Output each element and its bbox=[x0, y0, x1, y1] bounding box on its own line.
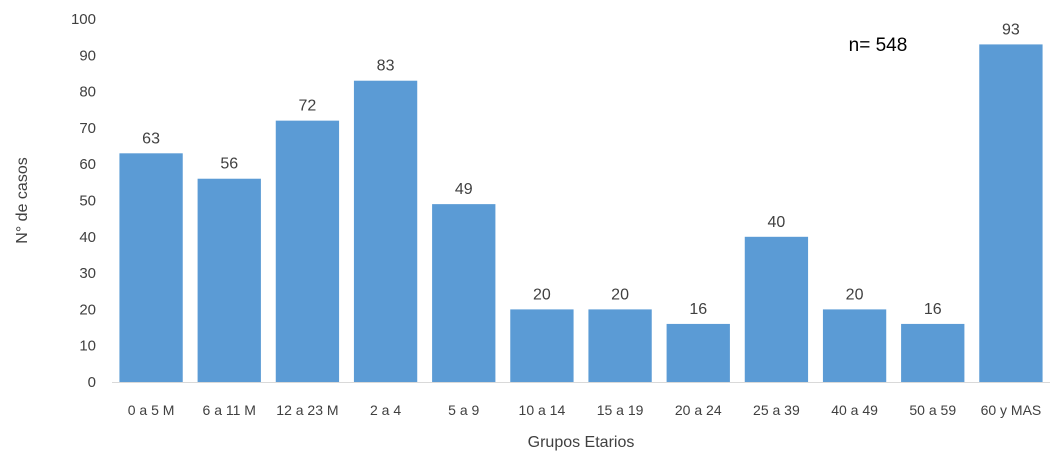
bar bbox=[510, 309, 574, 382]
x-tick-label: 20 a 24 bbox=[675, 402, 722, 418]
y-axis-ticks: 0 10 20 30 40 50 60 70 80 90 100 bbox=[71, 11, 96, 391]
data-label: 83 bbox=[377, 58, 395, 75]
bar bbox=[666, 323, 730, 382]
bar bbox=[588, 309, 652, 382]
data-label: 20 bbox=[611, 286, 629, 303]
data-labels: 63 56 72 83 49 20 20 16 40 20 16 93 bbox=[142, 21, 1020, 318]
bar bbox=[353, 80, 418, 383]
y-tick-label: 80 bbox=[79, 84, 96, 101]
bar bbox=[822, 309, 887, 382]
x-tick-label: 6 a 11 M bbox=[203, 402, 256, 418]
bar bbox=[979, 44, 1043, 382]
x-tick-label: 12 a 23 M bbox=[276, 402, 338, 418]
data-label: 20 bbox=[533, 286, 551, 303]
y-axis-title: N° de casos bbox=[14, 157, 31, 243]
y-tick-label: 20 bbox=[79, 301, 96, 318]
data-label: 49 bbox=[455, 181, 473, 198]
y-tick-label: 10 bbox=[79, 338, 96, 355]
x-axis-tick-labels: 0 a 5 M 6 a 11 M 12 a 23 M 2 a 4 5 a 9 10 a 1… bbox=[128, 402, 1042, 418]
y-tick-label: 70 bbox=[79, 120, 96, 137]
y-tick-label: 60 bbox=[79, 156, 96, 173]
data-label: 63 bbox=[142, 130, 160, 147]
x-tick-label: 2 a 4 bbox=[370, 402, 401, 418]
x-tick-label: 50 a 59 bbox=[909, 402, 956, 418]
bar bbox=[744, 236, 809, 382]
x-tick-label: 15 a 19 bbox=[597, 402, 644, 418]
data-label: 56 bbox=[220, 156, 238, 173]
data-label: 40 bbox=[768, 214, 786, 231]
x-tick-label: 5 a 9 bbox=[448, 402, 479, 418]
y-tick-label: 50 bbox=[79, 193, 96, 210]
x-tick-label: 10 a 14 bbox=[519, 402, 566, 418]
bar bbox=[275, 120, 340, 382]
y-tick-label: 40 bbox=[79, 229, 96, 246]
sample-size-annotation: n= 548 bbox=[849, 35, 908, 56]
y-tick-label: 0 bbox=[88, 374, 96, 391]
data-label: 93 bbox=[1002, 21, 1020, 38]
bars bbox=[119, 44, 1043, 383]
x-tick-label: 60 y MAS bbox=[981, 402, 1042, 418]
bar bbox=[432, 204, 496, 382]
data-label: 16 bbox=[924, 301, 942, 318]
bar bbox=[197, 178, 261, 382]
y-tick-label: 30 bbox=[79, 265, 96, 282]
y-tick-label: 90 bbox=[79, 47, 96, 64]
bar bbox=[901, 323, 965, 382]
data-label: 16 bbox=[689, 301, 707, 318]
data-label: 20 bbox=[846, 286, 864, 303]
x-axis-title: Grupos Etarios bbox=[528, 434, 635, 451]
bar bbox=[119, 153, 183, 382]
x-tick-label: 40 a 49 bbox=[831, 402, 878, 418]
data-label: 72 bbox=[299, 98, 317, 115]
y-tick-label: 100 bbox=[71, 11, 96, 28]
x-tick-label: 25 a 39 bbox=[753, 402, 800, 418]
x-tick-label: 0 a 5 M bbox=[128, 402, 175, 418]
